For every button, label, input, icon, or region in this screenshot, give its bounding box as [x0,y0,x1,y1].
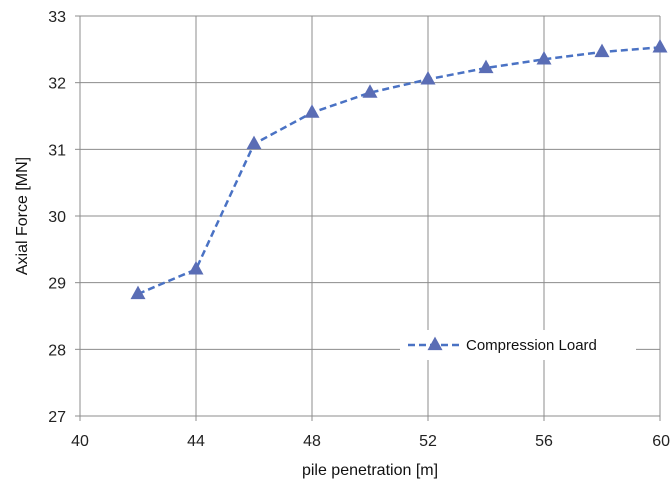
legend: Compression Loard [400,330,636,360]
x-axis-title: pile penetration [m] [302,462,438,479]
data-point [304,104,320,118]
x-tick-label: 40 [71,433,89,450]
data-point [130,285,146,300]
data-point [536,50,552,65]
y-tick-label: 29 [48,276,66,293]
gridlines [79,15,661,417]
data-point [420,70,436,85]
y-tick-label: 31 [48,142,66,159]
legend-label: Compression Loard [466,337,597,354]
x-tick-label: 52 [419,433,437,450]
y-axis-title: Axial Force [MN] [14,157,31,275]
data-point [362,84,378,98]
series-line [137,46,661,296]
data-point [478,59,494,74]
axes [75,15,661,421]
x-tick-label: 48 [303,433,321,450]
x-tick-labels: 40 44 48 52 56 60 [71,433,670,450]
data-point [652,38,668,53]
x-tick-label: 44 [187,433,205,450]
y-tick-label: 30 [48,209,66,226]
x-tick-label: 60 [652,433,670,450]
y-tick-labels: 27 28 29 30 31 32 33 [48,9,66,426]
x-tick-label: 56 [535,433,553,450]
y-tick-label: 28 [48,342,66,359]
legend-marker [427,336,443,351]
series-group [130,38,668,300]
data-point [188,260,204,275]
y-tick-label: 27 [48,409,66,426]
y-tick-label: 32 [48,76,66,93]
y-tick-label: 33 [48,9,66,26]
data-point [246,135,262,150]
data-point [594,43,610,58]
